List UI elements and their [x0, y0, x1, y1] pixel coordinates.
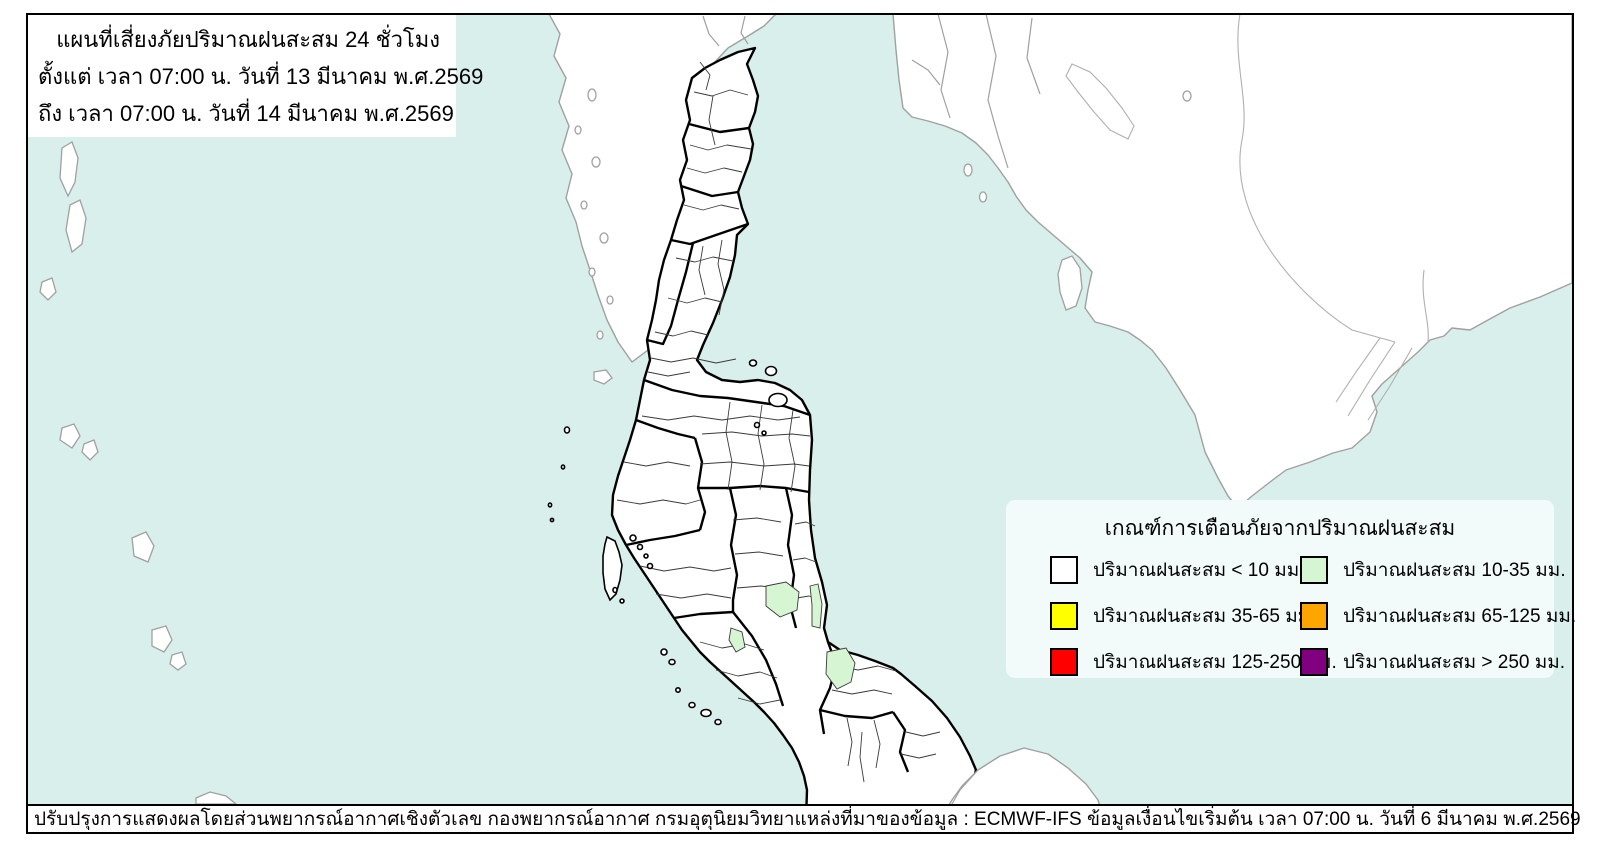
map-period-end: ถึง เวลา 07:00 น. วันที่ 14 มีนาคม พ.ศ.2…	[38, 100, 454, 126]
shaded-district	[728, 627, 746, 653]
legend-item-10-35: ปริมาณฝนสะสม 10-35 มม.	[1300, 555, 1566, 584]
cambodia-vietnam-landmass	[892, 15, 1572, 509]
legend-label: ปริมาณฝนสะสม 10-35 มม.	[1343, 559, 1566, 581]
legend-title: เกณฑ์การเตือนภัยจากปริมาณฝนสะสม	[1104, 517, 1456, 540]
footer-bar: ปรับปรุงการแสดงผลโดยส่วนพยากรณ์อากาศเชิง…	[28, 804, 1581, 832]
map-frame	[26, 13, 1574, 834]
legend-item-125-250: ปริมาณฝนสะสม 125-250 มม.	[1050, 647, 1337, 676]
legend-swatch-125-250	[1050, 647, 1078, 676]
map-period-start: ตั้งแต่ เวลา 07:00 น. วันที่ 13 มีนาคม พ…	[38, 63, 484, 89]
shaded-district	[809, 583, 823, 629]
footer-datasource-right: แหล่งที่มาของข้อมูล : ECMWF-IFS ข้อมูลเง…	[794, 809, 1581, 830]
gulf-islands-gray	[963, 90, 1192, 311]
rainfall-legend: เกณฑ์การเตือนภัยจากปริมาณฝนสะสม ปริมาณฝน…	[1006, 500, 1576, 678]
tonle-sap-lake	[1065, 63, 1135, 140]
legend-swatch-gt250	[1300, 647, 1328, 676]
ko-tarutao-island	[700, 708, 712, 718]
legend-item-gt250: ปริมาณฝนสะสม > 250 มม.	[1300, 647, 1565, 676]
legend-label: ปริมาณฝนสะสม 35-65 มม.	[1093, 605, 1316, 627]
mekong-river	[1237, 15, 1396, 343]
legend-swatch-10-35	[1300, 555, 1328, 584]
shaded-district	[765, 581, 800, 618]
shaded-districts-10-35mm	[728, 581, 856, 690]
legend-label: ปริมาณฝนสะสม < 10 มม.	[1093, 559, 1305, 581]
thai-islands	[547, 359, 788, 726]
ko-samui-island	[768, 392, 788, 408]
legend-grid: ปริมาณฝนสะสม < 10 มม. ปริมาณฝนสะสม 10-35…	[1006, 555, 1576, 676]
legend-swatch-lt10	[1050, 555, 1078, 584]
andaman-islands-gray	[39, 88, 614, 805]
legend-label: ปริมาณฝนสะสม 125-250 มม.	[1093, 651, 1337, 673]
legend-item-35-65: ปริมาณฝนสะสม 35-65 มม.	[1050, 601, 1316, 630]
footer-credit-left: ปรับปรุงการแสดงผลโดยส่วนพยากรณ์อากาศเชิง…	[34, 809, 795, 830]
phuket-island	[602, 535, 623, 602]
legend-swatch-65-125	[1300, 601, 1328, 630]
legend-label: ปริมาณฝนสะสม 65-125 มม.	[1343, 605, 1577, 627]
legend-item-65-125: ปริมาณฝนสะสม 65-125 มม.	[1300, 601, 1576, 630]
map-title: แผนที่เสี่ยงภัยปริมาณฝนสะสม 24 ชั่วโมง	[56, 26, 440, 52]
legend-label: ปริมาณฝนสะสม > 250 มม.	[1343, 651, 1566, 673]
legend-swatch-35-65	[1050, 601, 1078, 630]
southern-thailand-focus	[547, 46, 978, 822]
legend-item-lt10: ปริมาณฝนสะสม < 10 มม.	[1050, 555, 1305, 584]
phu-quoc-island	[1057, 255, 1083, 311]
map-title-box: แผนที่เสี่ยงภัยปริมาณฝนสะสม 24 ชั่วโมง ต…	[28, 15, 484, 137]
malaysia-landmass	[939, 747, 1105, 821]
shaded-district	[825, 647, 856, 690]
